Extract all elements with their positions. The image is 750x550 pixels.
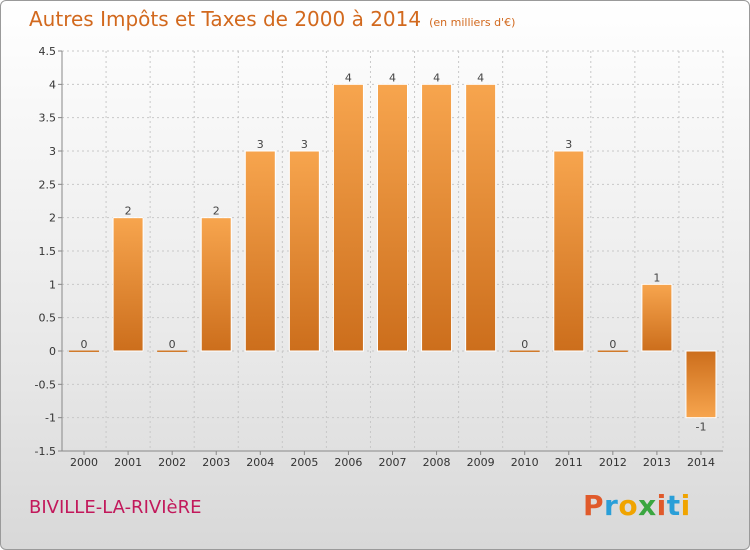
bar-value-label: 4 <box>389 71 396 84</box>
y-tick-label: 3.5 <box>39 112 57 125</box>
proxiti-logo: Proxiti <box>583 489 691 522</box>
y-tick-label: 4.5 <box>39 45 57 58</box>
x-tick-label: 2008 <box>423 456 451 469</box>
bar-value-label: 3 <box>257 138 264 151</box>
bar <box>509 350 540 352</box>
y-tick-label: -1 <box>45 412 56 425</box>
bar-value-label: 0 <box>521 338 528 351</box>
y-tick-label: -1.5 <box>35 445 56 458</box>
bar <box>465 83 497 352</box>
bar <box>553 150 585 352</box>
bar-value-label: 2 <box>213 205 220 218</box>
bar <box>685 350 717 419</box>
bar-value-label: 3 <box>301 138 308 151</box>
labels: 0 2 0 2 3 3 4 4 4 4 0 3 0 1 -1 <box>81 71 707 433</box>
bar <box>157 350 188 352</box>
x-tick-label: 2010 <box>511 456 539 469</box>
bar <box>200 217 232 352</box>
y-tick-label: 2.5 <box>39 178 57 191</box>
bar <box>641 283 673 352</box>
bar <box>244 150 276 352</box>
bar-value-label: 2 <box>125 205 132 218</box>
bar-value-label: 0 <box>169 338 176 351</box>
bar-value-label: 4 <box>433 71 440 84</box>
bar-value-label: 0 <box>609 338 616 351</box>
y-tick-label: 4 <box>49 78 56 91</box>
bar <box>597 350 628 352</box>
y-tick-label: 2 <box>49 212 56 225</box>
bars <box>69 83 717 419</box>
chart-subtitle: (en milliers d'€) <box>429 16 516 29</box>
x-tick-label: 2001 <box>114 456 142 469</box>
commune-name: BIVILLE-LA-RIVIèRE <box>29 497 202 518</box>
y-tick-label: 0.5 <box>39 312 57 325</box>
x-tick-label: 2005 <box>290 456 318 469</box>
x-tick-label: 2002 <box>158 456 186 469</box>
x-tick-label: 2011 <box>555 456 583 469</box>
y-tick-label: -0.5 <box>35 378 56 391</box>
bar <box>112 217 144 352</box>
x-tick-label: 2009 <box>467 456 495 469</box>
y-tick-label: 1 <box>49 278 56 291</box>
bar <box>69 350 100 352</box>
x-tick-label: 2014 <box>687 456 715 469</box>
bar-value-label: 4 <box>345 71 352 84</box>
bar <box>332 83 364 352</box>
bar-value-label: 1 <box>653 271 660 284</box>
x-tick-label: 2012 <box>599 456 627 469</box>
y-tick-label: 0 <box>49 345 56 358</box>
bar-value-label: 0 <box>81 338 88 351</box>
x-tick-label: 2004 <box>246 456 274 469</box>
y-tick-label: 1.5 <box>39 245 57 258</box>
bar <box>377 83 408 352</box>
chart-title-text: Autres Impôts et Taxes de 2000 à 2014 <box>29 7 422 31</box>
bar-value-label: 3 <box>565 138 572 151</box>
chart-title: Autres Impôts et Taxes de 2000 à 2014 (en… <box>29 7 515 31</box>
bar <box>288 150 320 352</box>
bar-value-label: 4 <box>477 71 484 84</box>
x-tick-label: 2013 <box>643 456 671 469</box>
bar <box>421 83 453 352</box>
x-tick-label: 2007 <box>379 456 407 469</box>
x-tick-label: 2006 <box>334 456 362 469</box>
y-tick-label: 3 <box>49 145 56 158</box>
x-tick-label: 2003 <box>202 456 230 469</box>
x-tick-label: 2000 <box>70 456 98 469</box>
bar-value-label: -1 <box>695 421 706 434</box>
